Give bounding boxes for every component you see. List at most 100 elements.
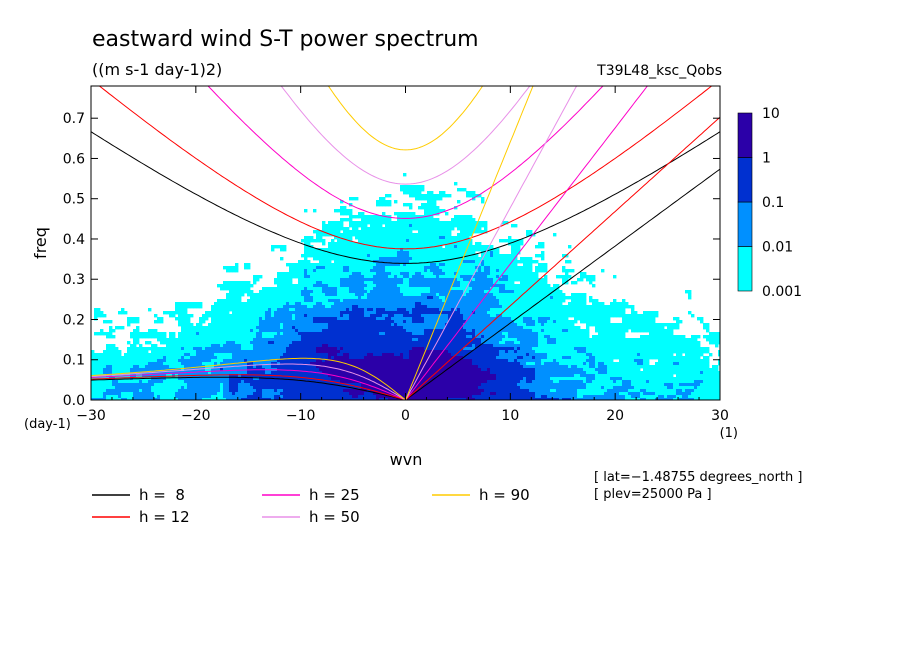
power-cell — [136, 329, 140, 333]
power-cell — [379, 356, 383, 360]
power-cell — [355, 236, 359, 240]
power-cell — [91, 380, 95, 384]
power-cell — [280, 272, 284, 276]
power-cell — [331, 329, 335, 333]
power-cell — [397, 383, 401, 387]
power-cell — [265, 332, 269, 336]
power-cell — [115, 353, 119, 357]
power-cell — [343, 236, 347, 240]
power-cell — [280, 314, 284, 318]
power-cell — [391, 230, 395, 234]
power-cell — [412, 359, 416, 363]
power-cell — [214, 389, 218, 393]
power-cell — [253, 359, 257, 363]
power-cell — [274, 245, 278, 249]
power-cell — [424, 371, 428, 375]
power-cell — [391, 272, 395, 276]
power-cell — [148, 356, 152, 360]
power-cell — [406, 278, 410, 282]
power-cell — [406, 281, 410, 285]
power-cell — [295, 374, 299, 378]
power-cell — [400, 185, 404, 189]
power-cell — [343, 377, 347, 381]
power-cell — [214, 338, 218, 342]
power-cell — [415, 305, 419, 309]
power-cell — [367, 395, 371, 399]
power-cell — [391, 317, 395, 321]
power-cell — [400, 272, 404, 276]
power-cell — [274, 347, 278, 351]
power-cell — [262, 356, 266, 360]
power-cell — [235, 293, 239, 297]
power-cell — [415, 326, 419, 330]
power-cell — [400, 389, 404, 393]
power-cell — [385, 320, 389, 324]
power-cell — [100, 332, 104, 336]
power-cell — [358, 371, 362, 375]
power-cell — [298, 317, 302, 321]
power-cell — [235, 368, 239, 372]
power-cell — [226, 266, 230, 270]
power-cell — [385, 317, 389, 321]
power-cell — [406, 365, 410, 369]
power-cell — [103, 383, 107, 387]
power-cell — [274, 398, 278, 400]
power-cell — [286, 398, 290, 400]
power-cell — [175, 311, 179, 315]
power-cell — [214, 368, 218, 372]
power-cell — [229, 389, 233, 393]
power-cell — [358, 239, 362, 243]
power-cell — [157, 353, 161, 357]
power-cell — [376, 242, 380, 246]
power-cell — [295, 392, 299, 396]
power-cell — [166, 347, 170, 351]
power-cell — [424, 314, 428, 318]
power-cell — [376, 353, 380, 357]
power-cell — [334, 272, 338, 276]
power-cell — [127, 368, 131, 372]
power-cell — [100, 386, 104, 390]
power-cell — [385, 221, 389, 225]
power-cell — [223, 341, 227, 345]
power-cell — [397, 305, 401, 309]
power-cell — [181, 341, 185, 345]
power-cell — [433, 197, 437, 201]
power-cell — [235, 263, 239, 267]
power-cell — [181, 338, 185, 342]
power-cell — [94, 311, 98, 315]
power-cell — [325, 260, 329, 264]
power-cell — [277, 293, 281, 297]
power-cell — [382, 281, 386, 285]
power-cell — [214, 341, 218, 345]
power-cell — [364, 386, 368, 390]
power-cell — [286, 284, 290, 288]
power-cell — [130, 392, 134, 396]
power-cell — [208, 392, 212, 396]
power-cell — [295, 380, 299, 384]
power-cell — [358, 389, 362, 393]
power-cell — [112, 329, 116, 333]
power-cell — [394, 236, 398, 240]
power-cell — [277, 308, 281, 312]
power-cell — [331, 230, 335, 234]
power-cell — [346, 356, 350, 360]
power-cell — [373, 317, 377, 321]
power-cell — [256, 302, 260, 306]
power-cell — [400, 341, 404, 345]
power-cell — [379, 341, 383, 345]
power-cell — [193, 389, 197, 393]
power-cell — [241, 293, 245, 297]
power-cell — [265, 317, 269, 321]
power-cell — [304, 308, 308, 312]
power-cell — [322, 242, 326, 246]
power-cell — [379, 218, 383, 222]
power-cell — [433, 272, 437, 276]
power-cell — [115, 350, 119, 354]
power-cell — [406, 242, 410, 246]
power-cell — [331, 341, 335, 345]
power-cell — [400, 287, 404, 291]
power-cell — [397, 281, 401, 285]
power-cell — [235, 329, 239, 333]
power-cell — [343, 266, 347, 270]
power-cell — [223, 326, 227, 330]
